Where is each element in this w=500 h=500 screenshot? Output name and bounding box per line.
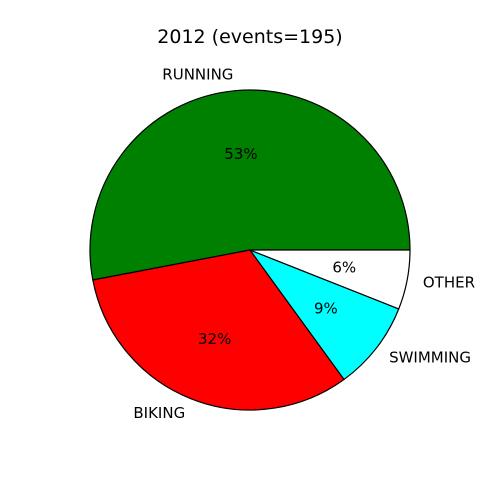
slice-pct-running: 53% (224, 145, 257, 163)
pie-slice-running (89, 89, 411, 281)
slice-pct-other: 6% (332, 258, 356, 276)
pie-slice-biking (92, 249, 345, 411)
slice-pct-biking: 32% (198, 330, 231, 348)
pie-labels: RUNNING 53% BIKING 32% SWIMMING 9% OTHER 6% (133, 65, 475, 422)
pie-slice-other (249, 249, 411, 310)
slice-label-running: RUNNING (162, 65, 233, 83)
slice-label-other: OTHER (423, 273, 475, 291)
chart-title: 2012 (events=195) (157, 26, 342, 48)
slice-label-biking: BIKING (133, 404, 185, 422)
pie-slices (89, 89, 411, 411)
slice-pct-swimming: 9% (314, 299, 338, 317)
slice-label-swimming: SWIMMING (389, 348, 471, 366)
pie-slice-swimming (249, 249, 400, 381)
